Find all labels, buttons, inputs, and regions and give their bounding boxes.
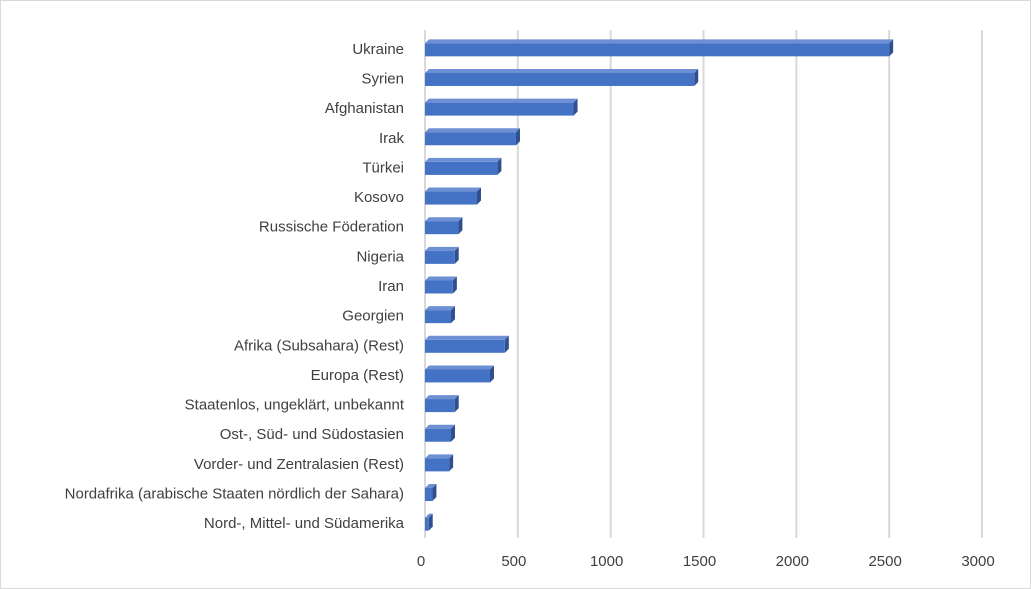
bar-side-face bbox=[504, 335, 509, 353]
bar-front-face bbox=[425, 458, 450, 472]
x-tick-label: 0 bbox=[417, 553, 425, 570]
bar-top-face bbox=[425, 306, 455, 311]
bar bbox=[425, 187, 481, 205]
bar-top-face bbox=[425, 513, 433, 518]
bar-top-face bbox=[425, 98, 578, 103]
bar-side-face bbox=[889, 39, 894, 57]
bar-top-face bbox=[425, 276, 457, 281]
bar-side-face bbox=[454, 246, 459, 264]
category-labels: Ukraine Syrien Afghanistan Irak Türkei Kosovo… bbox=[65, 41, 405, 532]
bar bbox=[425, 217, 463, 235]
bar bbox=[425, 276, 457, 294]
bar-front-face bbox=[425, 428, 451, 442]
bar-side-face bbox=[454, 395, 459, 413]
bar bbox=[425, 246, 459, 264]
bar-side-face bbox=[489, 365, 494, 383]
bar-front-face bbox=[425, 102, 574, 116]
category-label: Nigeria bbox=[356, 248, 404, 265]
bar-top-face bbox=[425, 454, 454, 459]
bar-side-face bbox=[476, 187, 481, 205]
bar bbox=[425, 98, 578, 116]
bar-front-face bbox=[425, 339, 505, 353]
bar-top-face bbox=[425, 335, 509, 340]
bar bbox=[425, 335, 509, 353]
category-label: Afrika (Subsahara) (Rest) bbox=[234, 337, 404, 354]
category-label: Ost-, Süd- und Südostasien bbox=[220, 426, 404, 443]
bar-side-face bbox=[573, 98, 578, 116]
bar-side-face bbox=[428, 513, 433, 531]
category-label: Russische Föderation bbox=[259, 219, 404, 236]
bar-side-face bbox=[452, 276, 457, 294]
bar-front-face bbox=[425, 191, 477, 205]
bar-side-face bbox=[450, 424, 455, 442]
bar-front-face bbox=[425, 161, 498, 175]
bar-front-face bbox=[425, 369, 490, 383]
bar-top-face bbox=[425, 484, 437, 489]
bar-side-face bbox=[432, 484, 437, 502]
bar-front-face bbox=[425, 517, 429, 531]
bar bbox=[425, 157, 502, 175]
bar bbox=[425, 128, 520, 146]
bar-top-face bbox=[425, 365, 494, 370]
bar bbox=[425, 513, 433, 531]
bar-top-face bbox=[425, 157, 502, 162]
bar-side-face bbox=[694, 68, 699, 86]
category-label: Kosovo bbox=[354, 189, 404, 206]
bar-front-face bbox=[425, 250, 455, 264]
bar-front-face bbox=[425, 221, 459, 235]
bar-front-face bbox=[425, 72, 695, 86]
category-label: Ukraine bbox=[352, 41, 404, 58]
category-label: Staatenlos, ungeklärt, unbekannt bbox=[185, 397, 405, 414]
bar-side-face bbox=[515, 128, 520, 146]
x-tick-label: 2500 bbox=[868, 553, 901, 570]
category-label: Türkei bbox=[362, 159, 404, 176]
bar-top-face bbox=[425, 68, 699, 73]
bar-side-face bbox=[458, 217, 463, 235]
x-tick-label: 500 bbox=[501, 553, 526, 570]
bar bbox=[425, 424, 455, 442]
category-label: Georgien bbox=[342, 308, 404, 325]
category-label: Nordafrika (arabische Staaten nördlich d… bbox=[65, 486, 404, 503]
bar bbox=[425, 484, 437, 502]
bar-side-face bbox=[449, 454, 454, 472]
bar-top-face bbox=[425, 246, 459, 251]
bar-side-face bbox=[497, 157, 502, 175]
x-tick-label: 1000 bbox=[590, 553, 623, 570]
bars bbox=[425, 39, 894, 531]
category-label: Syrien bbox=[361, 70, 404, 87]
bar-side-face bbox=[450, 306, 455, 324]
bar bbox=[425, 365, 494, 383]
x-tick-label: 1500 bbox=[683, 553, 716, 570]
bar-front-face bbox=[425, 310, 451, 324]
category-label: Iran bbox=[378, 278, 404, 295]
category-label: Irak bbox=[379, 130, 405, 147]
bar-front-face bbox=[425, 488, 433, 502]
bar bbox=[425, 68, 699, 86]
bar-front-face bbox=[425, 399, 455, 413]
x-tick-labels: 0 500 1000 1500 2000 2500 3000 bbox=[417, 553, 995, 570]
bar bbox=[425, 454, 454, 472]
bar bbox=[425, 395, 459, 413]
x-tick-label: 2000 bbox=[776, 553, 809, 570]
bar bbox=[425, 39, 894, 57]
category-label: Nord-, Mittel- und Südamerika bbox=[204, 515, 405, 532]
bar-top-face bbox=[425, 128, 520, 133]
bar-top-face bbox=[425, 187, 481, 192]
bar-top-face bbox=[425, 217, 463, 222]
bar-front-face bbox=[425, 43, 890, 57]
category-label: Afghanistan bbox=[325, 100, 404, 117]
bar-top-face bbox=[425, 424, 455, 429]
bar bbox=[425, 306, 455, 324]
x-tick-label: 3000 bbox=[961, 553, 994, 570]
category-label: Vorder- und Zentralasien (Rest) bbox=[194, 456, 404, 473]
bar-front-face bbox=[425, 132, 516, 146]
category-label: Europa (Rest) bbox=[311, 367, 404, 384]
bar-top-face bbox=[425, 39, 894, 44]
bar-top-face bbox=[425, 395, 459, 400]
bar-front-face bbox=[425, 280, 453, 294]
